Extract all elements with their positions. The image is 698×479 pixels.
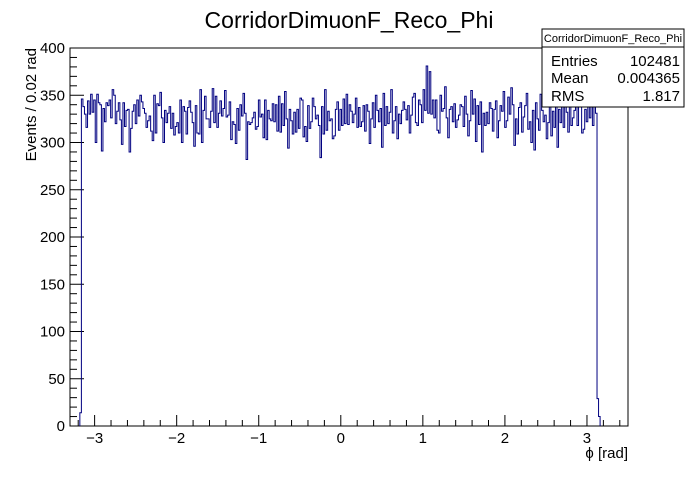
x-tick-label: 0 [337, 430, 345, 447]
x-axis: −3 −2 −1 0 1 2 3 [77, 415, 621, 447]
y-tick-label: 50 [48, 371, 65, 388]
stats-box: CorridorDimuonF_Reco_Phi Entries 102481 … [541, 28, 685, 108]
y-tick-label: 350 [40, 87, 65, 104]
stats-entries-label: Entries [551, 53, 598, 70]
y-tick-label: 300 [40, 135, 65, 152]
y-axis: 0 50 100 150 200 250 300 350 400 [40, 40, 84, 435]
stats-rms-value: 1.817 [642, 88, 680, 105]
y-tick-label: 100 [40, 324, 65, 341]
stats-entries-value: 102481 [630, 53, 680, 70]
x-tick-label: 3 [583, 430, 591, 447]
stats-mean-value: 0.004365 [617, 70, 680, 87]
y-axis-label: Events / 0.02 rad [23, 48, 40, 161]
stats-rms-label: RMS [551, 88, 584, 105]
histogram-line [79, 65, 601, 426]
stats-box-title: CorridorDimuonF_Reco_Phi [544, 33, 682, 45]
histogram-series [79, 65, 601, 426]
y-tick-label: 400 [40, 40, 65, 57]
x-tick-label: −2 [168, 430, 185, 447]
stats-box-frame [541, 28, 685, 108]
y-tick-label: 200 [40, 229, 65, 246]
y-tick-label: 0 [57, 418, 65, 435]
x-tick-label: 2 [501, 430, 509, 447]
stats-mean-label: Mean [551, 70, 589, 87]
x-axis-label: ϕ [rad] [585, 445, 628, 462]
x-tick-label: 1 [419, 430, 427, 447]
y-tick-label: 250 [40, 182, 65, 199]
x-tick-label: −3 [86, 430, 103, 447]
x-tick-label: −1 [250, 430, 267, 447]
chart-title: CorridorDimuonF_Reco_Phi [205, 7, 494, 33]
y-tick-label: 150 [40, 276, 65, 293]
